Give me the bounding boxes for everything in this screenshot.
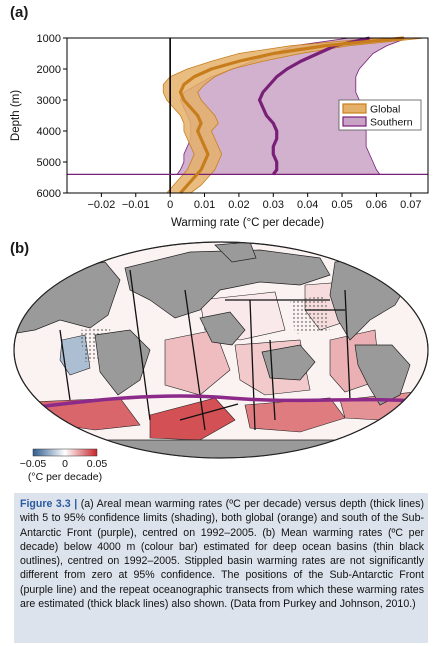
land-8 [214, 242, 257, 263]
figure-caption: Figure 3.3 | (a) Areal mean warming rate… [20, 497, 424, 611]
land-4 [261, 344, 316, 381]
x-tick-label: −0.02 [87, 199, 115, 211]
legend-label-global: Global [370, 104, 400, 116]
x-tick-label: 0.06 [366, 199, 387, 211]
colorbar-label: (°C per decade) [28, 471, 102, 483]
y-tick-label: 3000 [37, 95, 61, 107]
colorbar [32, 448, 98, 457]
land-2 [124, 249, 331, 319]
legend-swatch-southern [342, 116, 367, 127]
mean-line-global [178, 36, 405, 195]
transect-3 [249, 299, 256, 431]
figure-number: Figure 3.3 | [20, 498, 78, 510]
globe-outline [13, 241, 429, 459]
x-tick-label: 0.04 [297, 199, 318, 211]
x-tick-label: 0.07 [400, 199, 421, 211]
y-tick-label: 1000 [37, 33, 61, 45]
y-tick-label: 4000 [37, 126, 61, 138]
x-tick-label: −0.01 [122, 199, 150, 211]
transect-1 [184, 289, 206, 431]
x-tick-label: 0.03 [263, 199, 284, 211]
colorbar-tick-label: 0 [62, 458, 68, 470]
colorbar-tick-label: 0.05 [87, 458, 108, 470]
panel-a-label: (a) [10, 4, 29, 21]
y-tick-label: 2000 [37, 64, 61, 76]
x-tick-label: 0.02 [228, 199, 249, 211]
legend-swatch-global [342, 103, 367, 114]
colorbar-tick-label: −0.05 [20, 458, 47, 470]
mean-line-southern [257, 36, 370, 176]
x-tick-label: 0.05 [331, 199, 352, 211]
caption-body: (a) Areal mean warming rates (ºC per dec… [20, 498, 424, 611]
y-tick-label: 6000 [37, 188, 61, 200]
land-3 [199, 311, 246, 346]
y-axis-title: Depth (m) [10, 90, 22, 141]
transect-5 [344, 289, 351, 401]
x-axis-title: Warming rate (°C per decade) [171, 217, 324, 229]
panel-b-label: (b) [10, 240, 30, 257]
plot-frame [66, 37, 429, 194]
x-tick-label: 0 [167, 199, 173, 211]
stippled-region-1 [290, 296, 330, 334]
caption-box [14, 493, 428, 643]
x-tick-label: 0.01 [194, 199, 215, 211]
land-1 [94, 329, 151, 396]
y-tick-label: 5000 [37, 157, 61, 169]
transect-4 [269, 339, 276, 421]
ocean-basin-map: −0.05 0 0.05(°C per decade) [13, 241, 429, 483]
depth-profile-chart: −0.02 −0.01 0 0.01 0.02 0.03 0.04 0.05 0.06 0.07 1… [10, 33, 429, 229]
legend-label-southern: Southern [370, 117, 413, 129]
transect-8 [179, 403, 239, 421]
sub-antarctic-front [14, 394, 428, 412]
transect-7 [59, 329, 71, 401]
basin-0 [149, 397, 236, 441]
